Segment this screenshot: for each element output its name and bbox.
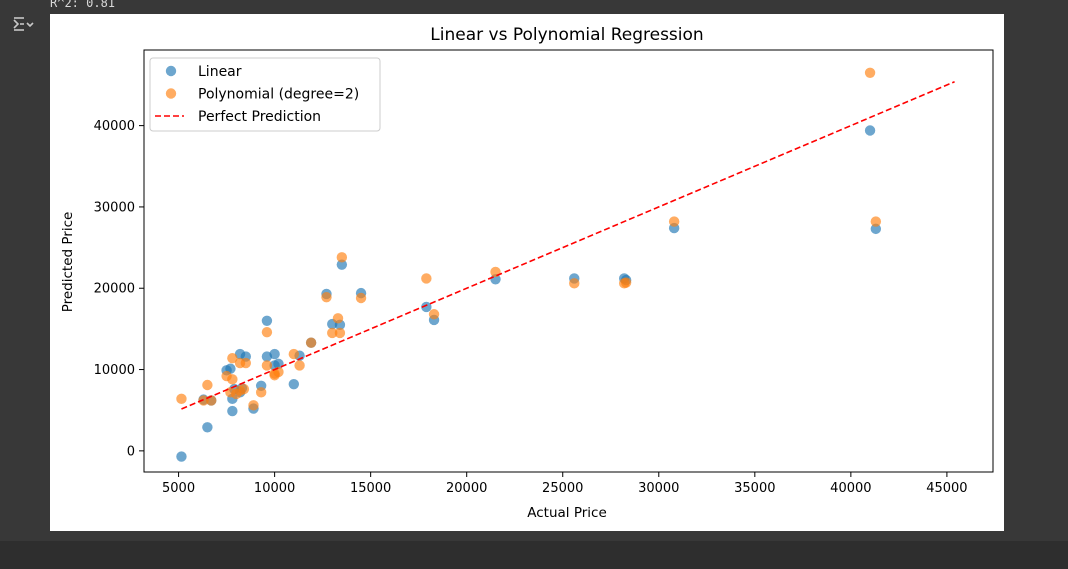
legend-perfect-prediction-label: Perfect Prediction: [198, 109, 321, 125]
x-tick-label: 20000: [446, 481, 487, 496]
polynomial-point: [248, 400, 259, 411]
output-toggle-glyph: [13, 17, 34, 31]
x-tick-label: 5000: [162, 481, 195, 496]
x-tick-label: 10000: [254, 481, 295, 496]
polynomial-point: [227, 352, 238, 364]
polynomial-point: [421, 273, 432, 284]
x-tick-label: 40000: [830, 481, 871, 496]
polynomial-point: [261, 360, 273, 371]
polynomial-point: [490, 266, 501, 278]
linear-point: [870, 223, 882, 235]
axis-ticks: 5000 10000 15000 20000 25000 30000 35000 40000 4…: [94, 119, 968, 496]
chart-title: Linear vs Polynomial Regression: [430, 25, 703, 45]
polynomial-point: [202, 379, 213, 391]
cell-gutter: [0, 0, 50, 569]
y-tick-label: 0: [127, 444, 135, 459]
linear-point: [202, 422, 213, 433]
legend-box: [149, 57, 381, 132]
polynomial-point: [428, 309, 440, 320]
x-tick-label: 25000: [542, 481, 583, 496]
linear-point: [336, 259, 348, 270]
polynomial-point: [321, 291, 332, 303]
y-tick-label: 10000: [94, 363, 135, 378]
x-axis-label: Actual Price: [527, 505, 607, 521]
output-toggle-icon[interactable]: [10, 14, 36, 36]
polynomial-point: [261, 326, 273, 338]
polynomial-point: [255, 387, 267, 398]
polynomial-point: [240, 357, 252, 369]
x-tick-label: 15000: [350, 481, 391, 496]
scatter-chart: Linear vs Polynomial Regression Actual P…: [60, 25, 994, 521]
polynomial-point: [870, 216, 882, 227]
polynomial-point: [668, 216, 680, 227]
linear-point: [421, 301, 432, 313]
polynomial-point: [327, 327, 338, 339]
polynomial-point: [288, 348, 300, 360]
plot-marks: [176, 67, 955, 462]
bottom-bar: [0, 541, 1068, 569]
polynomial-point: [176, 393, 187, 405]
polynomial-point: [569, 278, 580, 289]
x-tick-label: 35000: [734, 481, 775, 496]
y-tick-label: 20000: [94, 282, 135, 297]
polynomial-point: [620, 277, 632, 288]
linear-point: [227, 405, 238, 417]
legend-linear-label: Linear: [198, 64, 242, 80]
polynomial-point: [227, 374, 238, 385]
x-tick-label: 30000: [638, 481, 679, 496]
polynomial-point: [864, 67, 876, 78]
polynomial-point: [336, 252, 348, 263]
legend: Linear Polynomial (degree=2) Perfect Predi…: [149, 57, 381, 132]
perfect-prediction-line: [181, 80, 955, 410]
y-tick-label: 40000: [94, 119, 135, 134]
polynomial-point: [334, 327, 346, 339]
legend-linear-marker: [165, 65, 177, 77]
linear-point: [864, 125, 876, 136]
linear-point: [288, 378, 300, 390]
y-axis-label: Predicted Price: [60, 212, 76, 313]
plot-frame: [143, 49, 994, 473]
legend-polynomial-label: Polynomial (degree=2): [198, 87, 359, 103]
polynomial-point: [273, 366, 284, 378]
legend-polynomial-marker: [165, 88, 177, 99]
output-text: R^2: 0.81: [50, 0, 116, 10]
polynomial-point: [305, 337, 317, 348]
y-tick-label: 30000: [94, 200, 135, 215]
chart-figure: Linear vs Polynomial Regression Actual P…: [50, 14, 1004, 531]
polynomial-point: [230, 388, 242, 400]
polynomial-point: [238, 383, 250, 395]
linear-point: [261, 315, 273, 326]
linear-point: [176, 451, 187, 462]
polynomial-point: [294, 360, 305, 371]
linear-point: [269, 348, 280, 360]
polynomial-point: [332, 313, 344, 324]
x-tick-label: 45000: [926, 481, 967, 496]
polynomial-point: [355, 292, 367, 304]
